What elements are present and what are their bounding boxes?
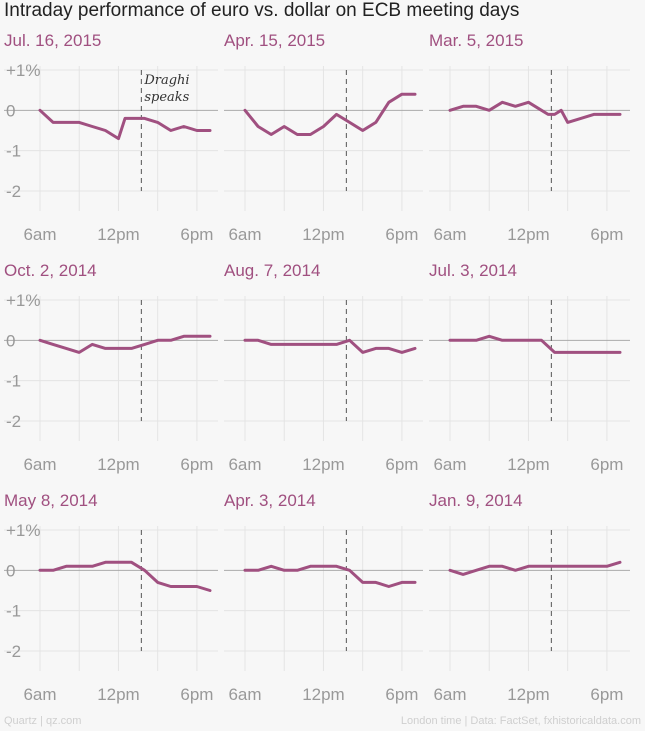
series-line xyxy=(38,560,212,592)
series-line xyxy=(243,92,417,136)
x-tick-label: 6am xyxy=(228,225,261,244)
y-tick-label: -1 xyxy=(6,142,21,161)
panel-title: Aug. 7, 2014 xyxy=(224,261,320,280)
x-tick-label: 6pm xyxy=(385,685,418,704)
x-tick-label: 6am xyxy=(433,685,466,704)
panel-title: Apr. 15, 2015 xyxy=(224,31,325,50)
x-tick-label: 6am xyxy=(433,225,466,244)
x-tick-label: 6pm xyxy=(180,455,213,474)
chart-title: Intraday performance of euro vs. dollar … xyxy=(4,0,520,21)
x-tick-label: 6pm xyxy=(180,685,213,704)
panel-title: Mar. 5, 2015 xyxy=(429,31,524,50)
x-tick-label: 12pm xyxy=(507,685,550,704)
series-line xyxy=(38,108,212,141)
panel-title: Apr. 3, 2014 xyxy=(224,491,316,510)
x-tick-label: 6pm xyxy=(385,455,418,474)
panel-title: Jan. 9, 2014 xyxy=(429,491,523,510)
x-tick-label: 6am xyxy=(23,225,56,244)
y-tick-label: -2 xyxy=(6,182,21,201)
footer-source-right: London time | Data: FactSet, fxhistorica… xyxy=(400,715,641,727)
series-line xyxy=(243,564,417,588)
y-tick-label: +1% xyxy=(6,291,41,310)
y-tick-label: -1 xyxy=(6,602,21,621)
y-tick-label: +1% xyxy=(6,61,41,80)
y-tick-label: -2 xyxy=(6,412,21,431)
panel-title: May 8, 2014 xyxy=(4,491,98,510)
panel-3: Mar. 5, 2015 6am 12pm 6pm xyxy=(429,31,630,244)
panel-title: Oct. 2, 2014 xyxy=(4,261,97,280)
series-line xyxy=(243,338,417,354)
series-line xyxy=(448,334,622,354)
x-tick-label: 12pm xyxy=(97,685,140,704)
panel-7: May 8, 2014 +1% 0 -1 -2 6am 12pm 6pm xyxy=(4,491,218,704)
x-tick-label: 6pm xyxy=(590,225,623,244)
x-tick-label: 12pm xyxy=(507,225,550,244)
x-tick-label: 6pm xyxy=(590,685,623,704)
x-tick-label: 12pm xyxy=(302,685,345,704)
x-tick-label: 6am xyxy=(228,685,261,704)
x-tick-label: 6pm xyxy=(180,225,213,244)
annotation-line1: Draghi xyxy=(143,73,189,88)
x-tick-label: 6pm xyxy=(385,225,418,244)
x-tick-label: 12pm xyxy=(302,225,345,244)
series-line xyxy=(448,560,622,576)
y-tick-label: 0 xyxy=(6,101,15,120)
footer-source-left: Quartz | qz.com xyxy=(4,715,82,727)
panel-5: Aug. 7, 2014 6am 12pm 6pm xyxy=(224,261,423,474)
annotation-line2: speaks xyxy=(144,90,189,105)
panel-4: Oct. 2, 2014 +1% 0 -1 -2 6am 12pm 6pm xyxy=(4,261,218,474)
x-tick-label: 6am xyxy=(23,455,56,474)
x-tick-label: 12pm xyxy=(97,455,140,474)
panel-title: Jul. 16, 2015 xyxy=(4,31,101,50)
y-tick-label: 0 xyxy=(6,331,15,350)
x-tick-label: 12pm xyxy=(507,455,550,474)
y-tick-label: 0 xyxy=(6,561,15,580)
x-tick-label: 12pm xyxy=(97,225,140,244)
panel-1: Jul. 16, 2015 +1% 0 -1 -2 6am 12pm 6pm Draghi spe… xyxy=(4,31,218,244)
x-tick-label: 6am xyxy=(228,455,261,474)
series-line xyxy=(448,100,622,124)
panel-2: Apr. 15, 2015 6am 12pm 6pm xyxy=(224,31,423,244)
series-line xyxy=(38,334,212,354)
x-tick-label: 12pm xyxy=(302,455,345,474)
x-tick-label: 6am xyxy=(433,455,466,474)
panel-8: Apr. 3, 2014 6am 12pm 6pm xyxy=(224,491,423,704)
x-tick-label: 6pm xyxy=(590,455,623,474)
panel-title: Jul. 3, 2014 xyxy=(429,261,517,280)
panel-9: Jan. 9, 2014 6am 12pm 6pm xyxy=(429,491,630,704)
y-tick-label: +1% xyxy=(6,521,41,540)
y-tick-label: -1 xyxy=(6,372,21,391)
x-tick-label: 6am xyxy=(23,685,56,704)
panel-6: Jul. 3, 2014 6am 12pm 6pm xyxy=(429,261,630,474)
y-tick-label: -2 xyxy=(6,642,21,661)
